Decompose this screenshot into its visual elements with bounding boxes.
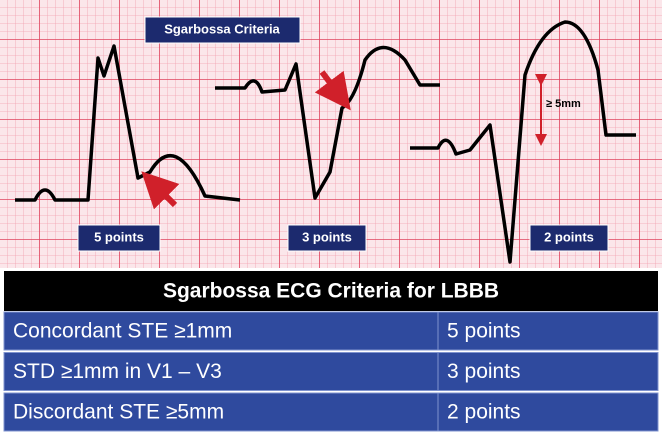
label-box <box>287 224 367 252</box>
table-title: Sgarbossa ECG Criteria for LBBB <box>163 280 499 303</box>
table-cell <box>437 352 659 391</box>
table-cell <box>3 352 439 391</box>
table-body: Concordant STE ≥1mm 5 points STD ≥1mm in V… <box>3 311 659 432</box>
ecg-trace <box>15 44 241 202</box>
table-cell <box>437 392 659 432</box>
label-box <box>77 224 161 252</box>
panel-label: 2 points <box>544 229 594 244</box>
panel-label: 5 points <box>94 229 144 244</box>
cell-text: 5 points <box>447 320 521 343</box>
annotation: ≥ 5mm <box>546 98 581 110</box>
figure-title: Sgarbossa Criteria <box>164 21 280 36</box>
arrow <box>141 171 180 210</box>
cell-text: Discordant STE ≥5mm <box>13 401 224 424</box>
table-cell <box>3 311 439 351</box>
cell-text: 2 points <box>447 401 521 424</box>
cell-text: STD ≥1mm in V1 – V3 <box>13 360 222 383</box>
table-cell <box>3 392 439 432</box>
table-cell <box>437 311 659 351</box>
panel-label: 3 points <box>302 229 352 244</box>
label-box <box>529 224 609 252</box>
table-header <box>4 271 658 311</box>
cell-text: Concordant STE ≥1mm <box>13 320 232 343</box>
label-box <box>144 16 301 44</box>
cell-text: 3 points <box>447 360 521 383</box>
arrow <box>314 70 351 111</box>
ecg-trace <box>410 20 636 264</box>
ecg-grid <box>0 0 662 268</box>
ecg-strip: ≥ 5mm Sgarbossa Criteria 5 points 3 poin… <box>0 0 662 268</box>
criteria-table: Sgarbossa ECG Criteria for LBBB Concorda… <box>3 271 659 432</box>
